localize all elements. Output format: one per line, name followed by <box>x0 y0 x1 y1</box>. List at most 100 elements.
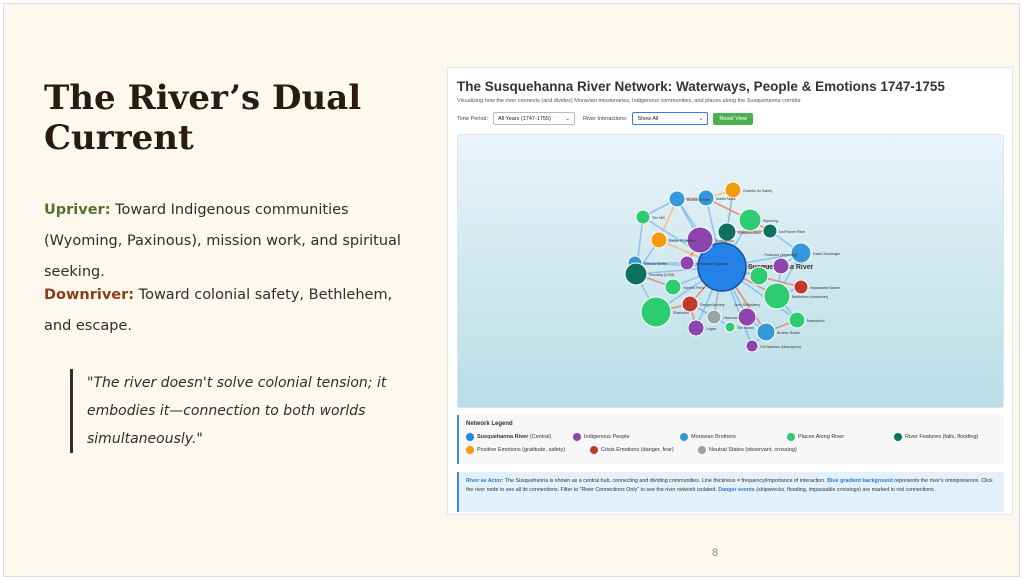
node-label: Brother Grube <box>687 198 710 202</box>
node-circle[interactable] <box>749 266 769 286</box>
node-circle[interactable] <box>664 278 682 296</box>
node-circle[interactable] <box>697 242 747 292</box>
network-node[interactable]: Flooding (1754) <box>624 262 674 286</box>
node-circle[interactable] <box>681 295 699 313</box>
node-circle[interactable] <box>686 226 714 254</box>
upriver-label: Upriver: <box>44 202 111 218</box>
node-circle[interactable] <box>679 255 695 271</box>
network-node[interactable]: Divine Protection <box>650 231 696 249</box>
river-interactions-value: Show All <box>637 115 659 122</box>
upriver-paragraph: Upriver: Toward Indigenous communities (… <box>44 195 424 288</box>
network-node[interactable]: Nanticoke Migration <box>679 255 728 271</box>
network-node[interactable]: The Mill <box>635 209 665 225</box>
info-note: River as Actor: The Susquehanna is shown… <box>457 472 1004 512</box>
node-label: Shamokin <box>673 311 689 315</box>
legend-label: Positive Emotions (gratitude, safety) <box>477 447 566 453</box>
legend-label: Neutral States (observant, crossing) <box>709 447 797 453</box>
note-bold: Blue gradient background <box>827 478 893 484</box>
legend-item: Indigenous People <box>573 433 630 441</box>
node-circle[interactable] <box>635 209 651 225</box>
chevron-down-icon: ⌄ <box>565 115 570 122</box>
legend-swatch <box>894 433 902 441</box>
legend-swatch <box>787 433 795 441</box>
network-node[interactable]: Grateful for Safety <box>724 181 772 199</box>
network-node[interactable]: The Island <box>724 321 754 333</box>
node-circle[interactable] <box>788 311 806 329</box>
node-circle[interactable] <box>687 319 705 337</box>
network-node[interactable]: Brother Grube <box>668 190 710 208</box>
network-node[interactable]: Impassable Barrier <box>793 279 841 295</box>
network-node[interactable]: Paxinous (Wyoming) <box>764 253 798 275</box>
network-node[interactable]: Wyoming <box>738 208 778 232</box>
node-circle[interactable] <box>624 262 648 286</box>
network-node[interactable] <box>749 266 769 286</box>
legend-item: Positive Emotions (gratitude, safety) <box>466 446 565 454</box>
legend-label: Susquehanna River (Central) <box>477 434 552 440</box>
node-label: John Shikellamy <box>734 303 760 307</box>
network-node[interactable]: David Zeisberger <box>790 242 841 264</box>
network-graph[interactable]: Susquehanna River Grateful for Safety Mart… <box>457 134 1004 408</box>
legend-label: Moravian Brothers <box>691 434 736 440</box>
node-circle[interactable] <box>706 309 722 325</box>
node-label: Grateful for Safety <box>743 189 772 193</box>
legend-swatch <box>698 446 706 454</box>
controls: Time Period: All Years (1747-1755) ⌄ Rive… <box>457 112 754 125</box>
network-node[interactable]: Martin Mack <box>697 189 736 207</box>
node-label: Nescopeck <box>807 319 825 323</box>
quote: "The river doesn't solve colonial tensio… <box>70 369 430 453</box>
network-node[interactable]: Bethlehem (downriver) <box>763 282 828 310</box>
embedded-app-screenshot: The Susquehanna River Network: Waterways… <box>447 67 1013 515</box>
node-label: Nanticoke Migration <box>696 262 728 266</box>
network-node[interactable]: Gnadenhütten <box>717 222 761 242</box>
node-circle[interactable] <box>668 190 686 208</box>
node-circle[interactable] <box>756 322 776 342</box>
river-interactions-select[interactable]: Show All ⌄ <box>632 112 709 125</box>
node-circle[interactable] <box>745 339 759 353</box>
network-node[interactable]: Shekomeko <box>686 226 734 254</box>
node-circle[interactable] <box>737 307 757 327</box>
network-node[interactable]: Shamokin <box>640 296 689 328</box>
legend-item: Neutral States (observant, crossing) <box>698 446 797 454</box>
node-label: Shekomeko <box>715 239 734 243</box>
reset-view-button[interactable]: Reset View <box>713 112 754 125</box>
node-label: Martin Mack <box>716 197 736 201</box>
node-label: Old Nutimes (Nescopeck) <box>760 345 801 349</box>
network-node[interactable]: John Shikellamy <box>734 303 760 327</box>
legend-swatch <box>466 446 474 454</box>
app-subtitle: Visualizing how the river connects (and … <box>457 98 801 104</box>
node-circle[interactable] <box>697 189 715 207</box>
network-node[interactable]: Nescopeck <box>788 311 825 329</box>
network-node[interactable]: Old Nutimes (Nescopeck) <box>745 339 801 353</box>
note-bold: Danger events <box>718 487 755 493</box>
legend-swatch <box>590 446 598 454</box>
network-node[interactable]: Brother Rösler <box>756 322 801 342</box>
legend-item: Places Along River <box>787 433 844 441</box>
node-label: Harris's Ferry <box>683 286 705 290</box>
node-circle[interactable] <box>793 279 809 295</box>
node-circle[interactable] <box>790 242 812 264</box>
node-circle[interactable] <box>724 321 736 333</box>
node-circle[interactable] <box>717 222 737 242</box>
network-node[interactable]: Harris's Ferry <box>664 278 705 296</box>
node-circle[interactable] <box>763 282 791 310</box>
network-node[interactable]: Danger/Anxiety <box>681 295 725 313</box>
node-label: Logan <box>706 327 716 331</box>
note-text: represents the river's omnipresence. Cli… <box>466 478 993 493</box>
node-circle[interactable] <box>738 208 762 232</box>
network-node[interactable]: Logan <box>687 319 716 337</box>
network-node[interactable]: Ice/Frozen River <box>762 223 806 239</box>
node-circle[interactable] <box>640 296 672 328</box>
node-label: Marcus Kieffer <box>644 262 668 266</box>
downriver-label: Downriver: <box>44 287 135 303</box>
node-circle[interactable] <box>724 181 742 199</box>
node-circle[interactable] <box>650 231 668 249</box>
node-label: Brother Rösler <box>777 331 801 335</box>
node-circle[interactable] <box>772 257 790 275</box>
node-circle[interactable] <box>762 223 778 239</box>
node-label: Flooding (1754) <box>649 273 674 277</box>
legend-item: Susquehanna River (Central) <box>466 433 551 441</box>
note-bold: River as Actor: <box>466 478 504 484</box>
time-period-select[interactable]: All Years (1747-1755) ⌄ <box>492 112 575 125</box>
slide-title: The River’s Dual Current <box>44 78 362 158</box>
